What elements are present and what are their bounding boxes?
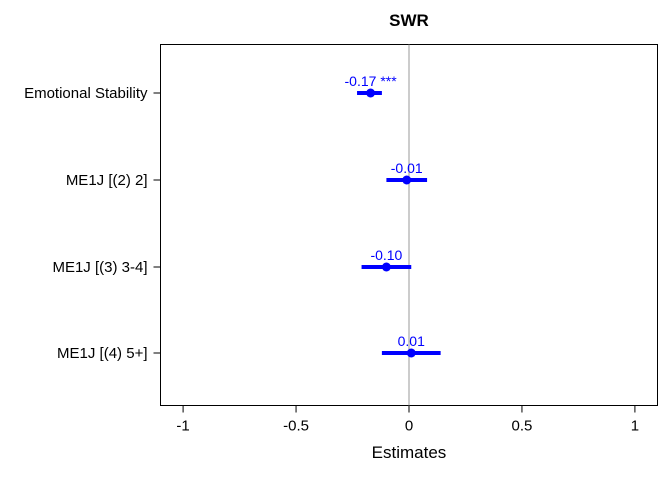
y-tick-label: ME1J [(4) 5+] xyxy=(57,345,147,362)
x-tick-label: -1 xyxy=(176,418,189,435)
estimate-point xyxy=(366,88,376,98)
estimate-data-label: -0.10 xyxy=(370,247,402,263)
chart-title: SWR xyxy=(389,11,429,30)
x-axis-title: Estimates xyxy=(372,443,447,462)
x-tick-label: -0.5 xyxy=(283,418,309,435)
x-tick-label: 0 xyxy=(405,418,413,435)
estimate-point xyxy=(381,262,391,272)
y-tick-label: ME1J [(2) 2] xyxy=(66,172,148,189)
estimate-data-label: -0.01 xyxy=(391,160,423,176)
x-tick-label: 1 xyxy=(631,418,639,435)
estimate-data-label: -0.17 *** xyxy=(345,73,398,89)
estimate-point xyxy=(402,175,412,185)
y-tick-label: Emotional Stability xyxy=(24,85,148,102)
y-tick-label: ME1J [(3) 3-4] xyxy=(52,259,147,276)
estimate-data-label: 0.01 xyxy=(398,333,425,349)
x-tick-label: 0.5 xyxy=(512,418,533,435)
estimate-point xyxy=(406,348,416,358)
